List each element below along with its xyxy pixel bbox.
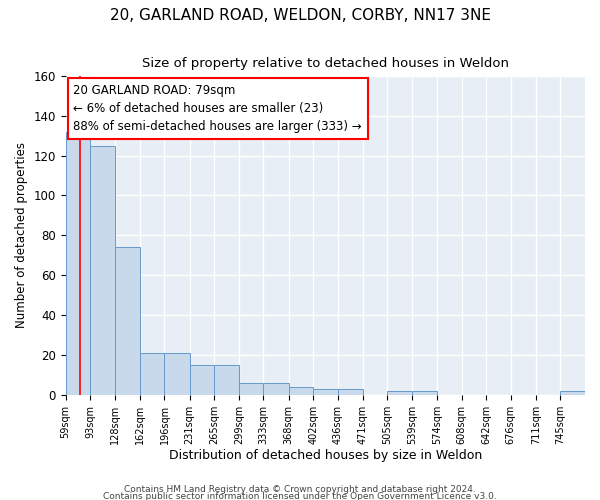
Bar [412,391,437,395]
Y-axis label: Number of detached properties: Number of detached properties [15,142,28,328]
X-axis label: Distribution of detached houses by size in Weldon: Distribution of detached houses by size … [169,450,482,462]
Bar [190,365,214,395]
Bar [214,365,239,395]
Bar [239,383,263,395]
Bar [338,389,363,395]
Bar [560,391,585,395]
Text: Contains HM Land Registry data © Crown copyright and database right 2024.: Contains HM Land Registry data © Crown c… [124,484,476,494]
Text: 20, GARLAND ROAD, WELDON, CORBY, NN17 3NE: 20, GARLAND ROAD, WELDON, CORBY, NN17 3N… [110,8,491,22]
Bar [289,387,313,395]
Bar [313,389,338,395]
Bar [115,248,140,395]
Title: Size of property relative to detached houses in Weldon: Size of property relative to detached ho… [142,58,509,70]
Bar [263,383,289,395]
Bar [388,391,412,395]
Text: Contains public sector information licensed under the Open Government Licence v3: Contains public sector information licen… [103,492,497,500]
Bar [90,146,115,395]
Bar [140,353,164,395]
Text: 20 GARLAND ROAD: 79sqm
← 6% of detached houses are smaller (23)
88% of semi-deta: 20 GARLAND ROAD: 79sqm ← 6% of detached … [73,84,362,133]
Bar [65,132,90,395]
Bar [164,353,190,395]
